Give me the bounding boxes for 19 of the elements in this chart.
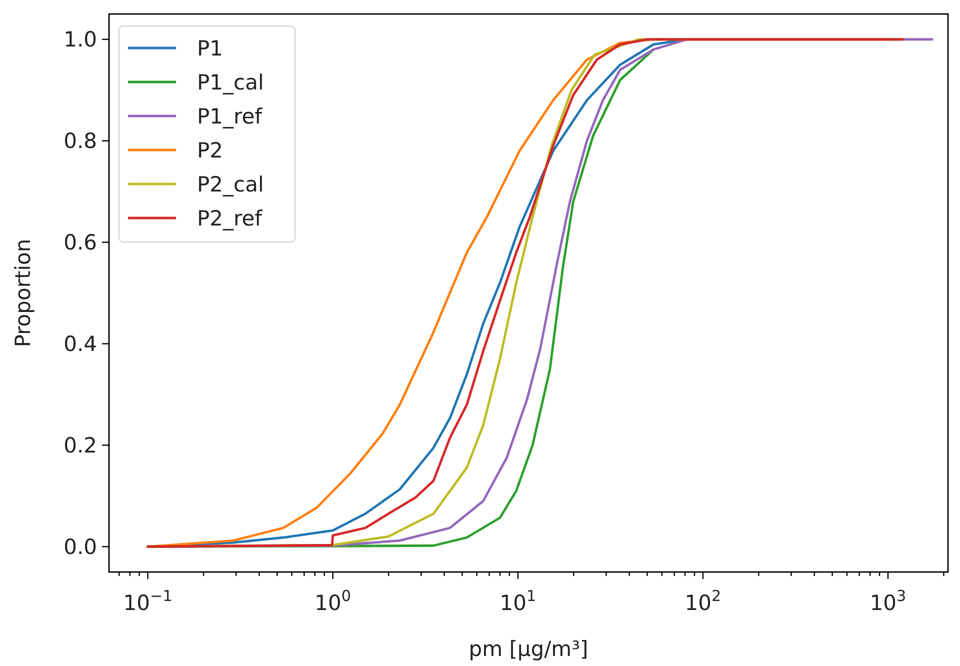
- y-tick-label: 0.8: [64, 129, 97, 154]
- y-tick-label: 0.4: [64, 332, 97, 356]
- legend-label: P1_cal: [197, 70, 264, 94]
- legend-label: P2_cal: [197, 172, 264, 196]
- y-tick-label: 0.6: [64, 230, 97, 255]
- x-axis-title: pm [µg/m³]: [468, 637, 588, 661]
- legend-label: P2: [197, 138, 224, 162]
- x-tick-label: 10$^{2}$: [684, 587, 722, 615]
- x-tick-label: 10$^{3}$: [870, 587, 906, 615]
- x-tick-label: 10$^{−1}$: [123, 587, 172, 615]
- y-tick-label: 0.2: [64, 434, 97, 458]
- legend-label: P1_ref: [197, 104, 263, 128]
- legend-label: P1: [197, 36, 224, 60]
- legend-label: P2_ref: [197, 206, 263, 230]
- y-tick-label: 1.0: [64, 28, 97, 52]
- y-axis-title: Proportion: [11, 238, 35, 348]
- y-tick-label: 0.0: [64, 534, 97, 559]
- x-tick-label: 10$^{0}$: [314, 587, 352, 615]
- x-tick-label: 10$^{1}$: [500, 587, 536, 615]
